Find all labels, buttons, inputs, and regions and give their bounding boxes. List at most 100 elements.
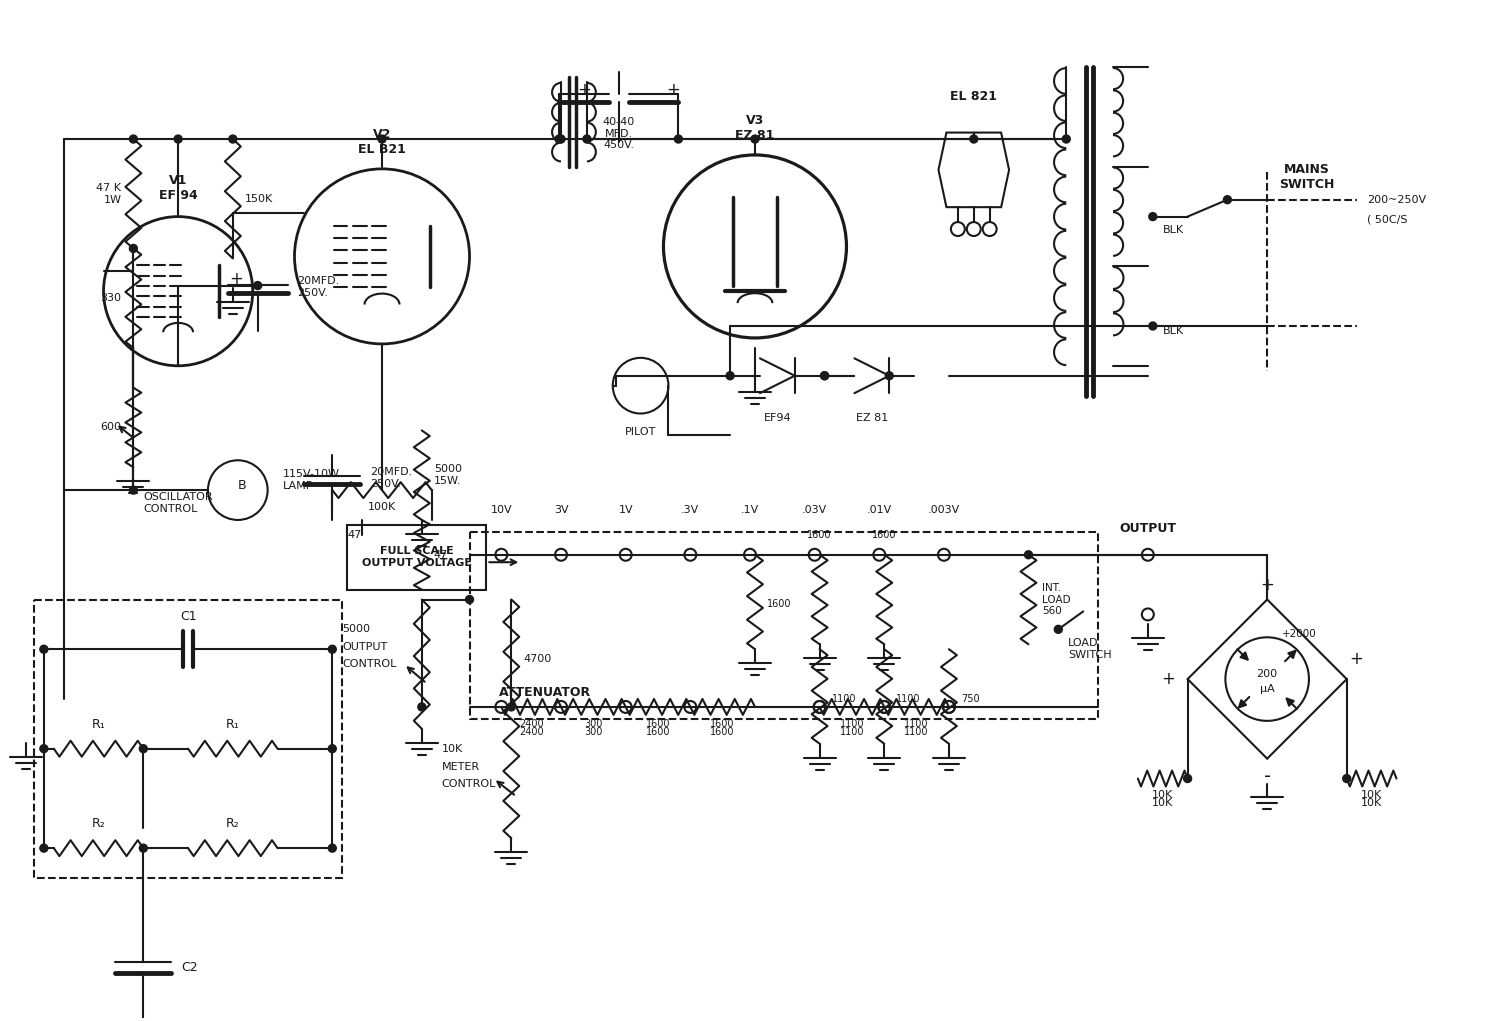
Text: 300: 300 (584, 727, 603, 737)
Circle shape (584, 135, 591, 143)
Text: EL 821: EL 821 (951, 90, 998, 103)
Text: R₁: R₁ (226, 718, 240, 731)
Text: .3V: .3V (681, 505, 699, 515)
Text: 1100: 1100 (840, 727, 864, 737)
Text: +: + (1350, 650, 1364, 668)
Text: 10K: 10K (1360, 798, 1382, 809)
Circle shape (254, 282, 261, 290)
Text: 200~250V: 200~250V (1366, 195, 1426, 204)
Circle shape (40, 744, 48, 752)
Text: 300: 300 (584, 719, 603, 729)
Circle shape (1342, 775, 1350, 782)
Text: .03V: .03V (802, 505, 828, 515)
Text: 1600: 1600 (807, 530, 832, 540)
Text: 1600: 1600 (711, 719, 735, 729)
Circle shape (821, 372, 828, 380)
Text: 40-40
MFD.
450V.: 40-40 MFD. 450V. (603, 117, 634, 150)
Circle shape (726, 372, 734, 380)
Bar (34, 599, 342, 878)
Text: CONTROL: CONTROL (342, 660, 396, 669)
Text: OSCILLATOR
CONTROL: OSCILLATOR CONTROL (144, 492, 213, 514)
Text: CONTROL: CONTROL (441, 778, 497, 788)
Text: 2400: 2400 (519, 719, 543, 729)
Circle shape (1024, 550, 1032, 558)
Text: 47 K
1W: 47 K 1W (96, 183, 122, 204)
Bar (346, 525, 486, 589)
Text: PILOT: PILOT (626, 428, 657, 437)
Circle shape (419, 702, 426, 711)
Text: .003V: .003V (928, 505, 960, 515)
Circle shape (140, 844, 147, 853)
Text: BLK: BLK (1162, 225, 1184, 235)
Circle shape (1062, 135, 1070, 143)
Text: +: + (1161, 670, 1174, 688)
Text: 100K: 100K (368, 502, 396, 513)
Text: 10K: 10K (1152, 790, 1173, 800)
Circle shape (40, 844, 48, 853)
Text: 1100: 1100 (831, 694, 856, 703)
Text: 20MFD.
250V.: 20MFD. 250V. (370, 468, 413, 489)
Text: 10K: 10K (1360, 790, 1382, 800)
Text: FULL SCALE
OUTPUT VOLTAGE: FULL SCALE OUTPUT VOLTAGE (362, 546, 472, 568)
Text: 330: 330 (100, 293, 122, 303)
Text: R₁: R₁ (92, 718, 105, 731)
Text: 47: 47 (348, 530, 361, 540)
Text: BLK: BLK (1162, 326, 1184, 336)
Text: C2: C2 (182, 961, 198, 974)
Text: 1600: 1600 (711, 727, 735, 737)
Text: 150K: 150K (244, 194, 273, 204)
Text: 4700: 4700 (524, 654, 552, 665)
Text: V3: V3 (746, 114, 764, 127)
Text: 1V: 1V (618, 505, 633, 515)
Text: EZ 81: EZ 81 (855, 414, 888, 423)
Circle shape (970, 135, 978, 143)
Circle shape (1054, 626, 1062, 633)
Text: 47: 47 (433, 549, 448, 560)
Text: μA: μA (1260, 684, 1275, 694)
Circle shape (174, 135, 182, 143)
Text: R₂: R₂ (92, 817, 105, 830)
Text: 5000: 5000 (342, 625, 370, 634)
Text: +: + (578, 82, 591, 99)
Text: OUTPUT: OUTPUT (1119, 522, 1176, 535)
Circle shape (1149, 212, 1156, 221)
Circle shape (129, 135, 138, 143)
Circle shape (328, 645, 336, 653)
Text: B: B (237, 479, 246, 492)
Text: 1600: 1600 (766, 599, 792, 610)
Bar (470, 532, 1098, 719)
Text: 5000
15W.: 5000 15W. (433, 465, 462, 486)
Text: +: + (666, 82, 681, 99)
Circle shape (1224, 196, 1232, 203)
Text: 10V: 10V (490, 505, 512, 515)
Text: 750: 750 (962, 694, 980, 703)
Text: .01V: .01V (867, 505, 892, 515)
Text: 10K: 10K (1152, 798, 1173, 809)
Circle shape (465, 595, 474, 603)
Text: V2: V2 (374, 128, 392, 141)
Circle shape (556, 135, 566, 143)
Circle shape (328, 744, 336, 752)
Text: 1600: 1600 (871, 530, 897, 540)
Circle shape (752, 135, 759, 143)
Text: METER: METER (441, 762, 480, 772)
Text: C1: C1 (180, 611, 196, 624)
Text: MAINS
SWITCH: MAINS SWITCH (1280, 162, 1335, 191)
Text: 1600: 1600 (646, 727, 670, 737)
Text: 115V-10W
LAMP: 115V-10W LAMP (282, 470, 339, 491)
Text: EZ 81: EZ 81 (735, 129, 774, 142)
Text: R₂: R₂ (226, 817, 240, 830)
Text: +: + (1260, 576, 1274, 593)
Text: EL B21: EL B21 (358, 143, 407, 156)
Circle shape (230, 135, 237, 143)
Circle shape (129, 486, 138, 494)
Text: 1100: 1100 (840, 719, 864, 729)
Text: 200: 200 (1257, 669, 1278, 679)
Text: ATTENUATOR: ATTENUATOR (500, 686, 591, 699)
Text: +2000: +2000 (1282, 629, 1317, 639)
Text: 1100: 1100 (896, 694, 921, 703)
Circle shape (885, 372, 892, 380)
Text: LOAD
SWITCH: LOAD SWITCH (1068, 638, 1112, 660)
Text: 2400: 2400 (519, 727, 543, 737)
Text: -: - (1263, 767, 1270, 786)
